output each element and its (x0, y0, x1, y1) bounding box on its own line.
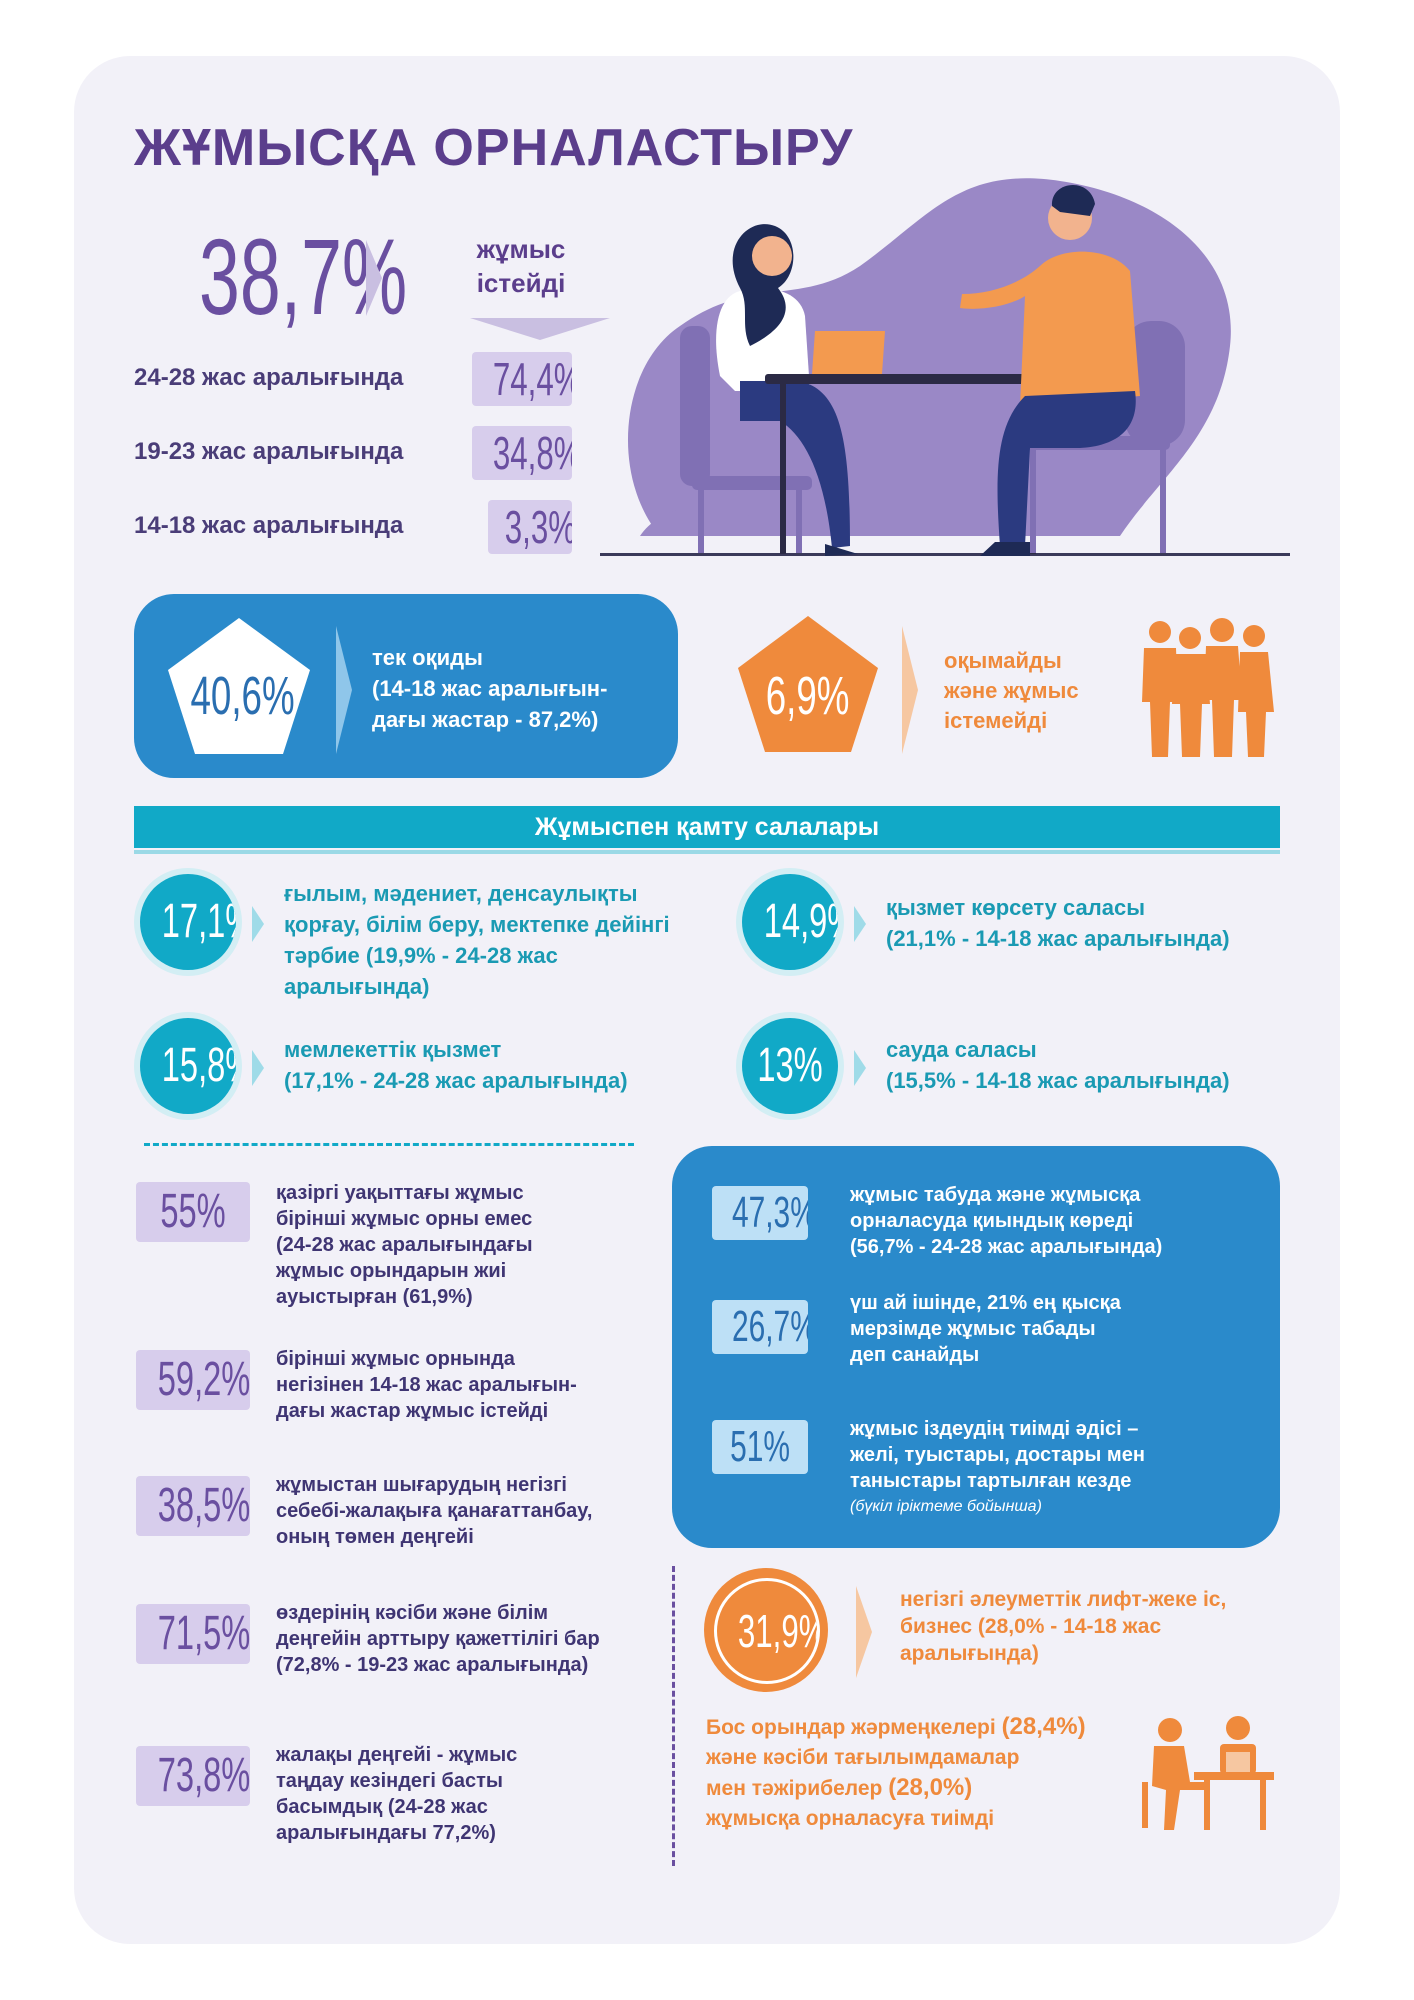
arrow-icon (902, 626, 918, 754)
stat-text-teens-first-job: бірінші жұмыс орнында негізінен 14-18 жа… (276, 1348, 577, 1422)
sectors-title: Жұмыспен қамту салалары (134, 806, 1280, 848)
lift-value: 31,9% (714, 1578, 820, 1684)
arrow-icon (336, 626, 352, 754)
study-only-value: 40,6% (190, 666, 295, 726)
sector-text-service: қызмет көрсету саласы (21,1% - 14-18 жас… (886, 895, 1230, 951)
stat-value-dismissal: 38,5% (136, 1476, 250, 1536)
age-label-24-28: 24-28 жас аралығында (134, 364, 404, 391)
age-value-14-18: 3,3% (488, 500, 572, 554)
divider (134, 850, 1280, 854)
sector-value-service: 14,9% (742, 874, 838, 970)
stat-value-three-months: 26,7% (712, 1300, 808, 1354)
sector-text-trade: сауда саласы (15,5% - 14-18 жас аралығын… (886, 1037, 1230, 1093)
stat-text-network: жұмыс іздеудің тиімді әдісі – желі, туыс… (850, 1418, 1145, 1515)
sector-value-science: 17,1% (140, 874, 236, 970)
age-label-19-23: 19-23 жас аралығында (134, 438, 404, 465)
stat-text-first-job: қазіргі уақыттағы жұмыс бірінші жұмыс ор… (276, 1182, 533, 1308)
page-title: ЖҰМЫСҚА ОРНАЛАСТЫРУ (134, 119, 854, 177)
sector-text-science: ғылым, мәдениет, денсаулықты қорғау, біл… (284, 881, 670, 999)
age-value-19-23: 34,8% (472, 426, 572, 480)
fairs-text: Бос орындар жәрмеңкелері (28,4%) және кә… (706, 1713, 1086, 1830)
interview-desk-icon (1142, 1716, 1274, 1830)
age-value-24-28: 74,4% (472, 352, 572, 406)
sector-value-trade: 13% (742, 1018, 838, 1114)
arrow-icon (252, 906, 264, 942)
stat-value-difficulty: 47,3% (712, 1186, 808, 1240)
stat-text-three-months: үш ай ішінде, 21% ең қысқа мерзімде жұмы… (850, 1292, 1121, 1366)
arrow-icon (366, 240, 382, 316)
sector-value-public: 15,8% (140, 1018, 236, 1114)
stat-value-network: 51% (712, 1420, 808, 1474)
stat-text-salary: жалақы деңгейі - жұмыс таңдау кезіндегі … (276, 1744, 518, 1844)
pentagon-icon (168, 618, 310, 754)
stat-value-qualification: 71,5% (136, 1604, 250, 1664)
down-arrow-icon (470, 318, 610, 340)
works-label: жұмыс істейді (476, 234, 566, 298)
lift-text: негізгі әлеуметтік лифт-жеке іс, бизнес … (900, 1588, 1227, 1665)
stat-value-salary: 73,8% (136, 1746, 250, 1806)
arrow-icon (856, 1586, 872, 1678)
dashed-divider (144, 1143, 634, 1146)
sector-text-public: мемлекеттік қызмет (17,1% - 24-28 жас ар… (284, 1037, 628, 1093)
stat-value-first-job: 55% (136, 1182, 250, 1242)
arrow-icon (854, 906, 866, 942)
interview-illustration (600, 178, 1290, 556)
neet-value: 6,9% (766, 666, 850, 726)
stat-value-teens-first-job: 59,2% (136, 1350, 250, 1410)
age-label-14-18: 14-18 жас аралығында (134, 512, 404, 539)
arrow-icon (252, 1050, 264, 1086)
stat-text-dismissal: жұмыстан шығарудың негізгі себебі-жалақы… (276, 1474, 593, 1548)
arrow-icon (854, 1050, 866, 1086)
stat-text-qualification: өздерінің кәсіби және білім деңгейін арт… (276, 1602, 600, 1676)
pentagon-icon (738, 616, 878, 752)
stat-text-difficulty: жұмыс табуда және жұмысқа орналасуда қиы… (850, 1184, 1163, 1258)
study-only-text: тек оқиды (14-18 жас аралығын- дағы жаст… (372, 645, 608, 732)
vertical-divider (672, 1566, 675, 1866)
main-percent: 38,7% (198, 216, 408, 337)
people-group-icon (1142, 618, 1274, 757)
neet-text: оқымайды және жұмыс істемейді (944, 648, 1079, 733)
